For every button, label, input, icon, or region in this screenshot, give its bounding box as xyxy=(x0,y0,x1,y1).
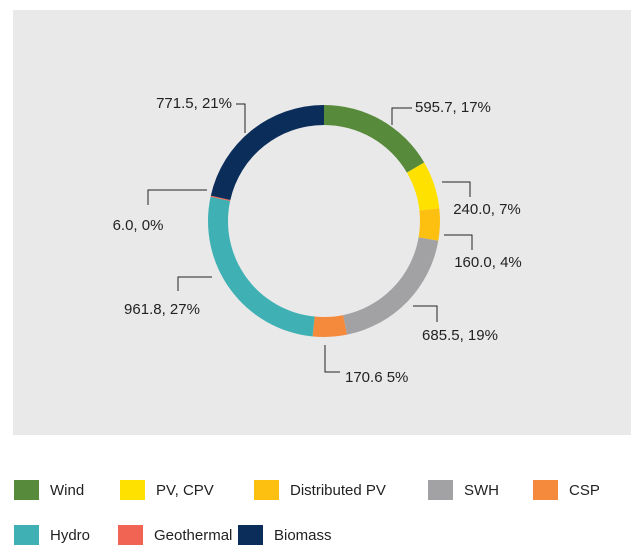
plot-background xyxy=(13,10,631,435)
legend-swatch xyxy=(14,480,39,500)
data-label: 170.6 5% xyxy=(345,369,408,386)
leader-line xyxy=(236,103,246,133)
legend-label: Distributed PV xyxy=(290,482,386,499)
data-label: 595.7, 17% xyxy=(415,99,491,116)
donut-segment xyxy=(406,162,440,211)
donut-segment xyxy=(207,196,315,337)
legend-swatch xyxy=(118,525,143,545)
data-label: 685.5, 19% xyxy=(422,327,498,344)
legend-swatch xyxy=(533,480,558,500)
data-label: 771.5, 21% xyxy=(156,95,232,112)
legend-label: SWH xyxy=(464,482,499,499)
donut-segment xyxy=(324,105,425,173)
donut-segment xyxy=(210,195,231,201)
legend-label: Biomass xyxy=(274,527,332,544)
legend-label: CSP xyxy=(569,482,600,499)
donut-segment xyxy=(210,105,324,200)
legend-swatch xyxy=(238,525,263,545)
leader-line xyxy=(177,276,212,291)
legend-label: Wind xyxy=(50,482,84,499)
data-label: 240.0, 7% xyxy=(453,201,521,218)
legend-label: Geothermal xyxy=(154,527,232,544)
legend-label: PV, CPV xyxy=(156,482,214,499)
donut-segment xyxy=(418,208,440,241)
legend-label: Hydro xyxy=(50,527,90,544)
data-label: 961.8, 27% xyxy=(124,301,200,318)
legend-swatch xyxy=(120,480,145,500)
leader-line xyxy=(413,305,438,322)
leader-line xyxy=(391,107,412,125)
leader-line xyxy=(147,189,207,205)
data-label: 160.0, 4% xyxy=(454,254,522,271)
legend-swatch xyxy=(428,480,453,500)
donut-segment xyxy=(343,237,439,335)
donut-segment xyxy=(312,315,348,337)
legend-swatch xyxy=(14,525,39,545)
legend-swatch xyxy=(254,480,279,500)
leader-line xyxy=(324,345,340,373)
leader-line xyxy=(444,234,473,250)
data-label: 6.0, 0% xyxy=(113,217,164,234)
leader-line xyxy=(442,181,471,197)
